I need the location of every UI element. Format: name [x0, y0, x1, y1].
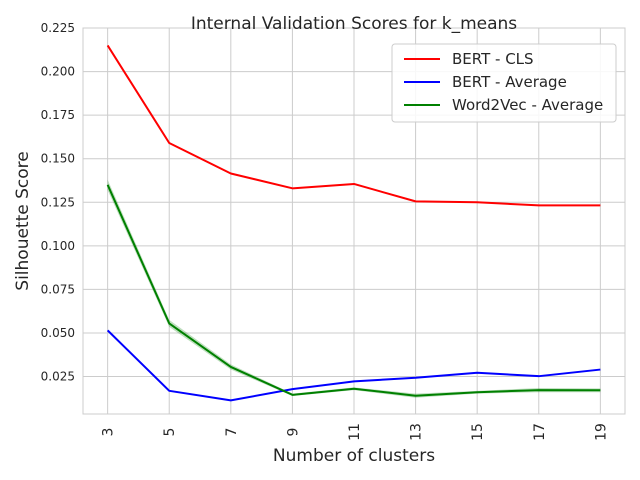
- legend-box: [391, 43, 617, 123]
- y-axis-label: Silhouette Score: [13, 151, 33, 290]
- x-tick-label: 19: [593, 423, 609, 441]
- grid-lines: [83, 27, 625, 414]
- y-tick-label: 0.150: [41, 152, 75, 166]
- y-tick-label: 0.050: [41, 326, 75, 340]
- x-tick-label: 9: [285, 428, 301, 437]
- chart-title: Internal Validation Scores for k_means: [191, 14, 517, 34]
- x-tick-label: 17: [532, 423, 548, 441]
- x-tick-labels: 3 5 7 9 11 13 15 17 19: [101, 423, 610, 441]
- x-tick-label: 11: [347, 423, 363, 441]
- y-tick-label: 0.200: [41, 65, 75, 79]
- y-tick-label: 0.025: [41, 370, 75, 384]
- legend-label: BERT - Average: [452, 73, 567, 91]
- x-tick-label: 5: [162, 428, 178, 437]
- legend-label: Word2Vec - Average: [452, 96, 603, 114]
- series-line: [106, 44, 601, 207]
- legend: BERT - CLS BERT - Average Word2Vec - Avera…: [391, 43, 617, 123]
- y-tick-label: 0.075: [41, 282, 75, 296]
- y-tick-label: 0.100: [41, 239, 75, 253]
- plot-area: [82, 27, 626, 415]
- x-tick-label: 3: [101, 428, 117, 437]
- x-tick-label: 15: [470, 423, 486, 441]
- series-line: [106, 329, 601, 402]
- x-tick-label: 13: [409, 423, 425, 441]
- legend-label: BERT - CLS: [452, 50, 534, 68]
- y-tick-label: 0.175: [41, 108, 75, 122]
- y-tick-label: 0.125: [41, 195, 75, 209]
- y-tick-labels: 0.025 0.050 0.075 0.100 0.125 0.150 0.175 0.200…: [41, 21, 75, 384]
- x-tick-label: 7: [224, 428, 240, 437]
- series-line: [106, 184, 601, 397]
- x-axis-label: Number of clusters: [273, 446, 435, 466]
- y-tick-label: 0.225: [41, 21, 75, 35]
- series-lines: [106, 44, 601, 402]
